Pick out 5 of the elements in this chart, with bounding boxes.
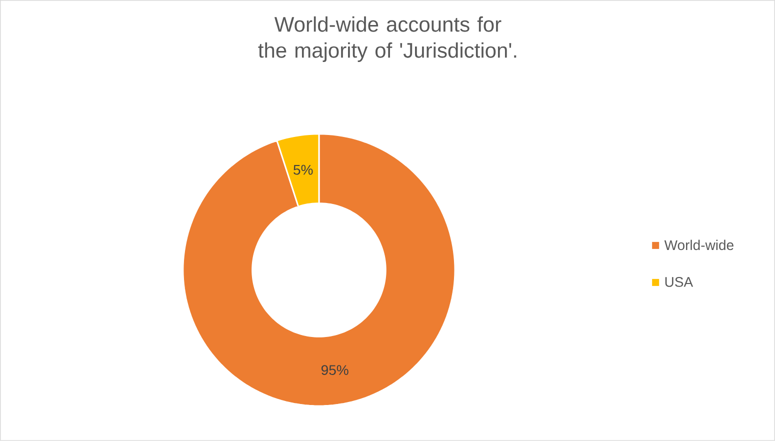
data-label: 95% [321,365,348,376]
data-label: 5% [294,164,313,175]
legend-label: USA [665,277,694,287]
legend-label: World-wide [664,240,734,250]
chart-title: World-wide accounts for the majority of 'Jurisdiction'. [258,16,516,62]
